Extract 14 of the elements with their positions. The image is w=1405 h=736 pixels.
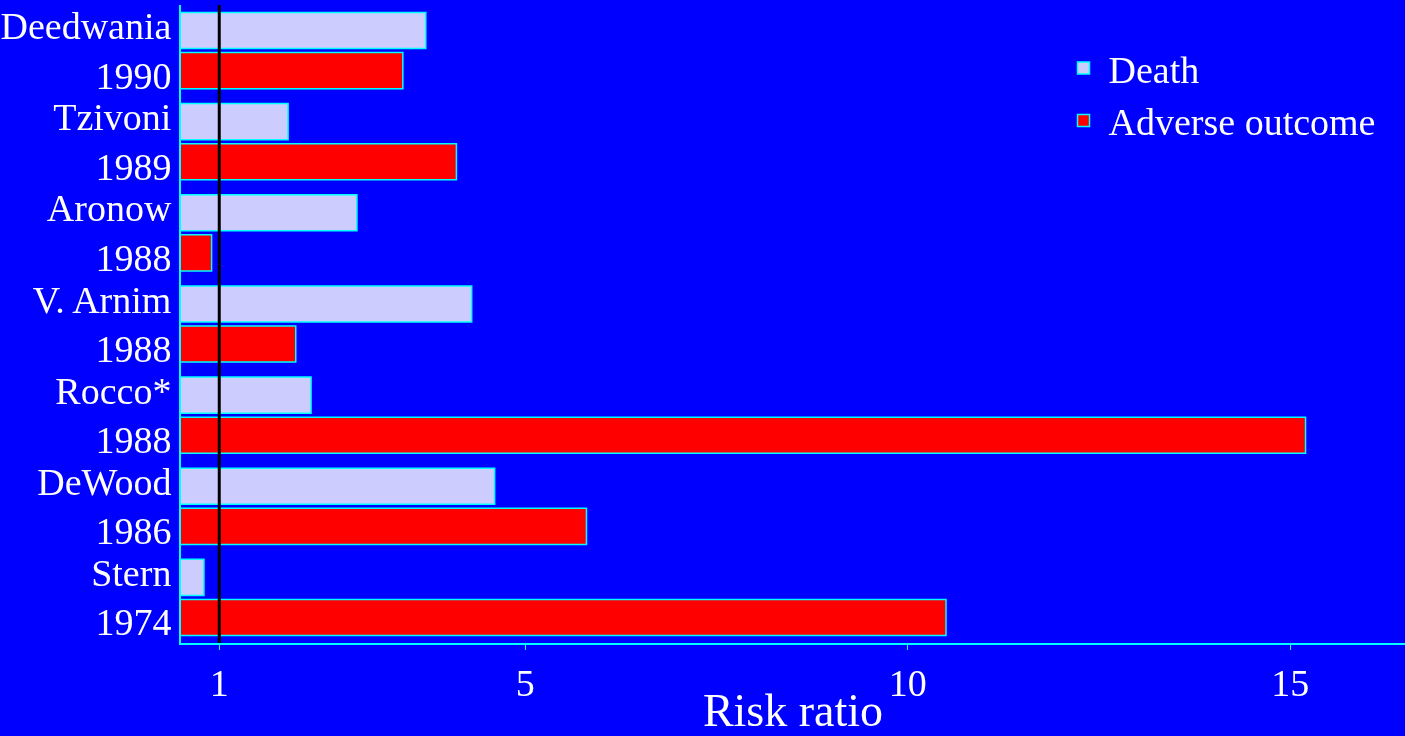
y-tick-label: V. Arnim 1988 [32,278,172,370]
x-tick-label: 5 [515,661,535,704]
y-tick-label: Deedwania 1990 [0,5,172,97]
y-tick-label: DeWood 1986 [37,460,172,553]
x-tick-label: 1 [209,661,229,704]
legend-label: Adverse outcome [1108,101,1376,144]
y-tick-label: Rocco* 1988 [55,369,172,462]
x-tick-label: 10 [888,661,927,704]
legend-label: Death [1108,48,1200,91]
y-tick-label: Tzivoni 1989 [53,96,172,188]
x-tick-label: 15 [1271,661,1310,704]
y-tick-label: Aronow 1988 [46,187,172,279]
y-tick-label: Stern 1974 [91,552,172,644]
x-axis-title: Risk ratio [702,685,884,736]
